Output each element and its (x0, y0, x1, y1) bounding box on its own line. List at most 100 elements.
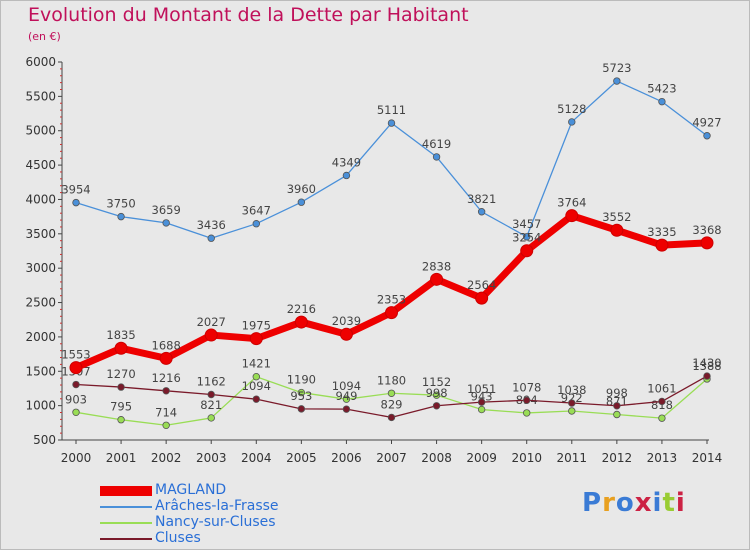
data-label: 1094 (332, 379, 361, 393)
data-label: 1162 (197, 375, 226, 389)
y-tick-label: 3000 (25, 261, 56, 275)
x-tick-label: 2007 (376, 451, 407, 465)
data-label: 795 (110, 400, 132, 414)
data-label: 1835 (106, 328, 135, 342)
data-label: 3552 (602, 210, 631, 224)
data-point (523, 233, 531, 241)
x-tick-label: 2000 (61, 451, 92, 465)
data-point (655, 238, 669, 252)
x-tick-label: 2009 (466, 451, 497, 465)
data-point (162, 421, 170, 429)
data-point (610, 223, 624, 237)
y-tick-label: 4500 (25, 158, 56, 172)
logo-letter: x (634, 488, 653, 518)
data-label: 1061 (647, 381, 676, 395)
data-label: 1388 (692, 359, 721, 373)
data-point (297, 405, 306, 413)
y-tick-label: 5000 (25, 124, 56, 138)
data-label: 903 (65, 392, 87, 406)
data-point (204, 328, 218, 342)
data-point (613, 77, 621, 85)
data-point (703, 372, 711, 380)
legend-swatch (100, 522, 152, 524)
x-tick-label: 2011 (557, 451, 588, 465)
data-label: 1430 (692, 356, 721, 370)
data-label: 3750 (106, 197, 135, 211)
y-tick-label: 5500 (25, 89, 56, 103)
data-label: 1216 (152, 371, 181, 385)
legend-item-nancy: Nancy-sur-Cluses (100, 514, 340, 531)
data-point (658, 414, 666, 422)
data-point (117, 416, 125, 424)
data-label: 2564 (467, 278, 496, 292)
chart-subtitle: (en €) (28, 30, 61, 43)
data-point (252, 220, 260, 228)
legend-label: Nancy-sur-Cluses (155, 514, 276, 530)
data-label: 3821 (467, 192, 496, 206)
legend-swatch (100, 486, 152, 496)
y-tick-label: 6000 (25, 55, 56, 69)
data-point (477, 398, 486, 406)
x-tick-label: 2008 (421, 451, 452, 465)
y-tick-label: 4000 (25, 192, 56, 206)
data-point (207, 414, 215, 422)
data-label: 1078 (512, 380, 541, 394)
data-label: 3954 (61, 183, 90, 197)
data-point (297, 198, 306, 206)
data-label: 922 (561, 391, 583, 405)
data-label: 3659 (152, 203, 181, 217)
data-label: 4619 (422, 137, 451, 151)
data-point (613, 410, 621, 419)
data-point (385, 306, 398, 320)
data-label: 1270 (106, 367, 135, 381)
data-point (342, 405, 351, 413)
data-label: 953 (290, 389, 312, 403)
logo-letter: P (582, 488, 603, 518)
logo-letter: i (675, 488, 686, 518)
data-point (72, 380, 80, 389)
data-point (249, 332, 263, 346)
legend-swatch (100, 506, 152, 508)
data-point (342, 171, 351, 180)
data-label: 1180 (377, 373, 406, 387)
legend-item-magland: MAGLAND (100, 482, 340, 499)
y-tick-label: 3500 (25, 227, 56, 241)
data-point (477, 208, 486, 216)
x-tick-label: 2010 (511, 451, 542, 465)
proxiti-logo: Proxiti (582, 488, 686, 518)
data-point (207, 234, 215, 242)
y-tick-label: 1000 (25, 399, 56, 413)
logo-letter: r (602, 488, 616, 518)
data-label: 3368 (692, 223, 721, 237)
data-point (613, 402, 621, 410)
data-point (387, 389, 396, 397)
data-point (700, 236, 714, 250)
data-label: 5423 (647, 82, 676, 96)
data-point (342, 395, 351, 403)
data-point (568, 118, 576, 126)
data-label: 1152 (422, 375, 451, 389)
data-point (565, 209, 579, 223)
legend: MAGLAND Arâches-la-Frasse Nancy-sur-Clus… (100, 482, 340, 547)
data-point (72, 408, 80, 417)
x-tick-label: 2001 (106, 451, 137, 465)
data-label: 3960 (287, 182, 316, 196)
data-label: 2353 (377, 293, 406, 307)
data-point (432, 402, 441, 410)
data-label: 3335 (647, 225, 676, 239)
data-label: 1094 (242, 379, 271, 393)
data-point (658, 397, 666, 406)
data-point (69, 361, 83, 375)
x-tick-label: 2003 (196, 451, 227, 465)
data-label: 821 (200, 398, 222, 412)
data-label: 2039 (332, 314, 361, 328)
data-point (520, 244, 534, 258)
x-tick-label: 2005 (286, 451, 317, 465)
data-point (568, 399, 576, 407)
x-tick-label: 2013 (647, 451, 678, 465)
data-label: 2027 (197, 315, 226, 329)
legend-label: Arâches-la-Frasse (155, 498, 279, 514)
data-point (568, 407, 576, 415)
